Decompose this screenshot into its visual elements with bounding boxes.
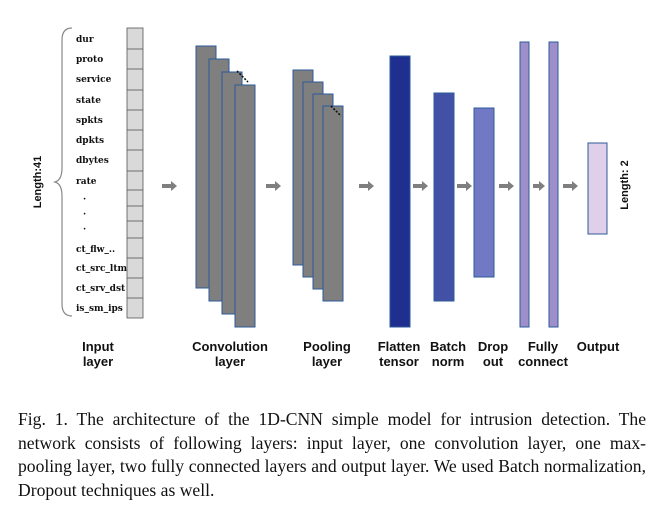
flow-arrow xyxy=(533,181,545,191)
feature-label: · xyxy=(83,210,86,220)
layer-label-output: Output xyxy=(577,339,620,354)
conv-dots xyxy=(236,70,249,83)
feature-label: state xyxy=(76,96,101,106)
feature-label: ct_flw_.. xyxy=(76,245,115,255)
layer-label-conv: layer xyxy=(215,354,245,369)
batchnorm-bar xyxy=(433,92,455,302)
layer-blocks xyxy=(195,41,608,328)
flow-arrow xyxy=(266,181,281,191)
input-length-label: Length:41 xyxy=(32,156,44,209)
layer-label-fc: connect xyxy=(518,354,569,369)
feature-label: dbytes xyxy=(76,156,109,166)
flow-arrow xyxy=(563,181,578,191)
feature-label: · xyxy=(83,195,86,205)
fc-bar-1 xyxy=(519,41,530,328)
layer-label-pool: Pooling xyxy=(303,339,351,354)
feature-label: service xyxy=(76,75,112,85)
input-feature-list: dur proto service state spkts dpkts dbytes rate… xyxy=(76,35,128,314)
flow-arrow xyxy=(457,181,472,191)
flow-arrow xyxy=(499,181,514,191)
input-grid xyxy=(126,27,144,319)
layer-label-batch: Batch xyxy=(430,339,466,354)
layer-label-flatten: Flatten xyxy=(378,339,421,354)
feature-label: rate xyxy=(76,177,97,187)
layer-label-fc: Fully xyxy=(528,339,559,354)
flow-arrow xyxy=(162,181,177,191)
layer-labels: InputlayerConvolutionlayerPoolinglayerFl… xyxy=(82,339,620,369)
layer-label-conv: Convolution xyxy=(192,339,268,354)
flatten-bar xyxy=(389,55,411,328)
dropout-bar xyxy=(473,107,495,278)
feature-label: ct_src_ltm xyxy=(76,264,128,274)
input-grid-frame xyxy=(126,27,144,319)
input-brace xyxy=(52,27,73,317)
layer-label-flatten: tensor xyxy=(379,354,419,369)
feature-label: ct_srv_dst xyxy=(76,284,126,294)
flow-arrow xyxy=(359,181,374,191)
layer-label-pool: layer xyxy=(312,354,342,369)
conv-feature-map xyxy=(234,84,256,328)
layer-label-input: layer xyxy=(83,354,113,369)
pool-feature-map xyxy=(322,105,344,302)
output-length-label: Length: 2 xyxy=(619,160,631,210)
pool-dots xyxy=(330,105,342,117)
feature-label: · xyxy=(83,225,86,235)
feature-label: dur xyxy=(76,35,94,45)
output-bar xyxy=(587,142,608,235)
feature-label: dpkts xyxy=(76,136,104,146)
layer-label-dropout: Drop xyxy=(478,339,508,354)
layer-label-input: Input xyxy=(82,339,114,354)
fc-bar-2 xyxy=(548,41,559,328)
layer-label-dropout: out xyxy=(483,354,504,369)
feature-label: spkts xyxy=(76,116,103,126)
feature-label: is_sm_ips xyxy=(76,304,123,314)
figure-caption: Fig. 1. The architecture of the 1D-CNN s… xyxy=(18,409,646,500)
layer-label-batch: norm xyxy=(432,354,465,369)
flow-arrows xyxy=(162,181,578,191)
cnn-architecture-diagram: Length:41 dur proto service state spkts dpkts… xyxy=(32,27,631,369)
feature-label: proto xyxy=(76,55,103,65)
flow-arrow xyxy=(413,181,428,191)
